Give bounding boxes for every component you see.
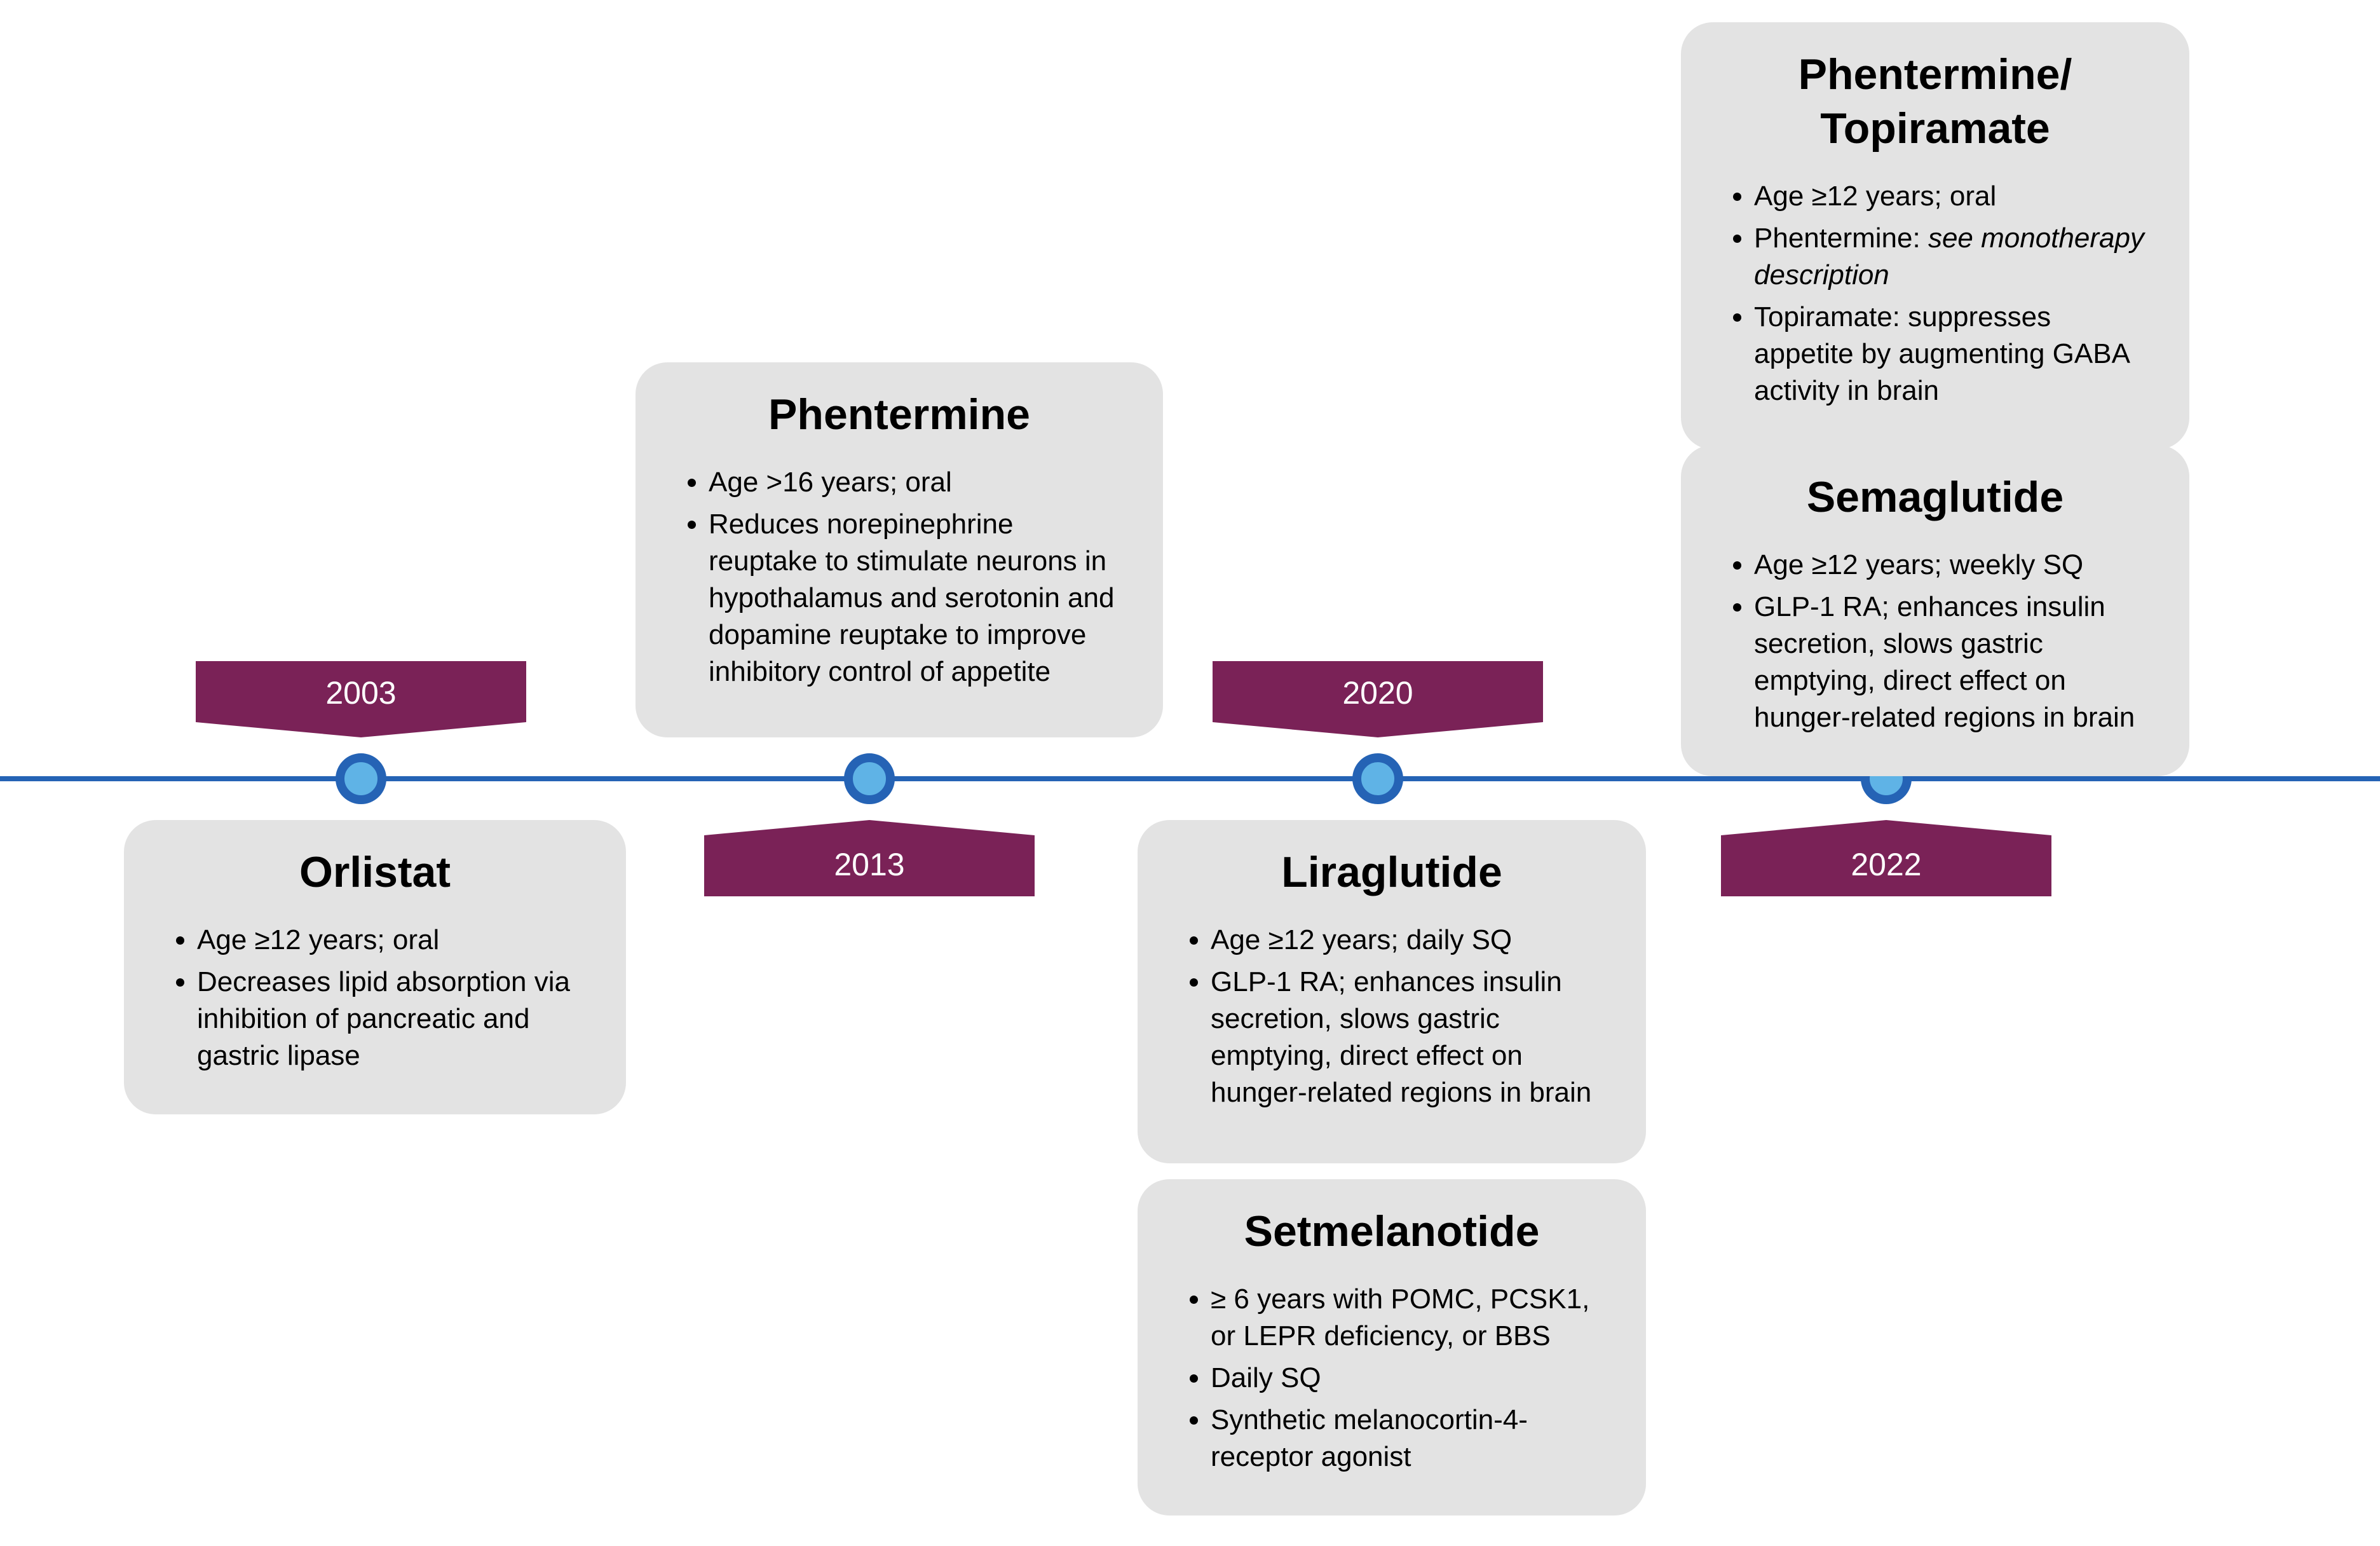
card-liraglutide: Liraglutide Age ≥12 years; daily SQ GLP-… [1138, 820, 1646, 1163]
card-semaglutide: Semaglutide Age ≥12 years; weekly SQ GLP… [1681, 445, 2189, 776]
bullet: Age ≥12 years; daily SQ [1211, 922, 1611, 959]
card-setmelanotide: Setmelanotide ≥ 6 years with POMC, PCSK1… [1138, 1179, 1646, 1515]
bullet: Age ≥12 years; oral [197, 922, 591, 959]
timeline-marker-2013 [844, 753, 895, 804]
year-label: 2013 [834, 847, 904, 882]
bullet: Age ≥12 years; oral [1754, 178, 2154, 215]
timeline-marker-2003 [336, 753, 386, 804]
year-label: 2020 [1342, 675, 1413, 711]
card-bullets: ≥ 6 years with POMC, PCSK1, or LEPR defi… [1173, 1281, 1611, 1475]
card-title: Setmelanotide [1173, 1205, 1611, 1259]
year-label: 2003 [325, 675, 396, 711]
bullet: GLP-1 RA; enhances insulin secretion, sl… [1754, 589, 2154, 736]
bullet: Topiramate: suppresses appetite by augme… [1754, 299, 2154, 409]
bullet: Age >16 years; oral [709, 464, 1128, 501]
bullet: Age ≥12 years; weekly SQ [1754, 547, 2154, 584]
bullet: ≥ 6 years with POMC, PCSK1, or LEPR defi… [1211, 1281, 1611, 1355]
card-title: Phentermine/ Topiramate [1716, 48, 2154, 156]
year-tag-2013: 2013 [704, 820, 1035, 896]
card-phentermine: Phentermine Age >16 years; oral Reduces … [636, 362, 1163, 737]
card-bullets: Age ≥12 years; oral Decreases lipid abso… [159, 922, 591, 1074]
card-bullets: Age ≥12 years; weekly SQ GLP-1 RA; enhan… [1716, 547, 2154, 736]
bullet: Daily SQ [1211, 1360, 1611, 1397]
bullet: Reduces norepinephrine reuptake to stimu… [709, 506, 1128, 690]
bullet: Synthetic melanocortin-4-receptor agonis… [1211, 1402, 1611, 1475]
bullet: Phentermine: see monotherapy description [1754, 220, 2154, 294]
card-title: Phentermine [670, 388, 1128, 442]
bullet: GLP-1 RA; enhances insulin secretion, sl… [1211, 964, 1611, 1111]
year-tag-2003: 2003 [196, 661, 526, 737]
card-phentermine-topiramate: Phentermine/ Topiramate Age ≥12 years; o… [1681, 22, 2189, 449]
card-bullets: Age ≥12 years; daily SQ GLP-1 RA; enhanc… [1173, 922, 1611, 1111]
card-title: Orlistat [159, 845, 591, 900]
card-title: Semaglutide [1716, 470, 2154, 524]
bullet: Decreases lipid absorption via inhibitio… [197, 964, 591, 1074]
card-orlistat: Orlistat Age ≥12 years; oral Decreases l… [124, 820, 626, 1114]
year-tag-2020: 2020 [1213, 661, 1543, 737]
timeline-marker-2020 [1352, 753, 1403, 804]
card-title: Liraglutide [1173, 845, 1611, 900]
year-tag-2022: 2022 [1721, 820, 2051, 896]
card-bullets: Age >16 years; oral Reduces norepinephri… [670, 464, 1128, 690]
card-bullets: Age ≥12 years; oral Phentermine: see mon… [1716, 178, 2154, 409]
year-label: 2022 [1851, 847, 1921, 882]
